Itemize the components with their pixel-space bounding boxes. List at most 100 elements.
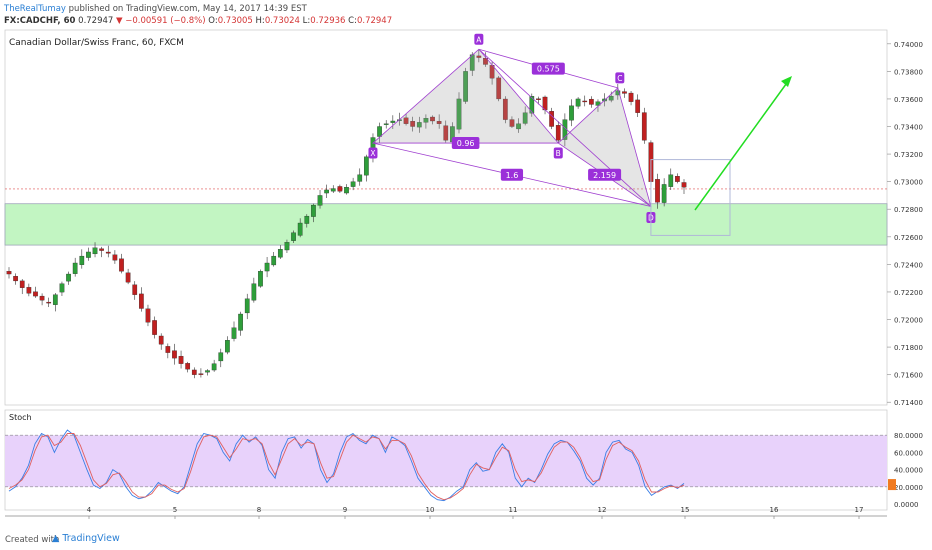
candle-body <box>311 204 316 217</box>
candle-body <box>284 242 290 251</box>
candle-body <box>403 117 409 124</box>
candle-body <box>436 121 442 124</box>
candle-body <box>52 294 58 305</box>
candle-body <box>330 188 336 192</box>
candle-body <box>198 373 204 375</box>
time-tick-label: 9 <box>343 506 347 514</box>
candle-body <box>304 215 310 224</box>
candle-body <box>125 272 131 283</box>
time-tick-label: 15 <box>681 506 690 514</box>
last-price: 0.72947 <box>78 16 114 26</box>
price-tick-label: 0.74000 <box>894 41 923 49</box>
price-tick-label: 0.71600 <box>894 372 923 380</box>
price-tick-label: 0.71800 <box>894 344 923 352</box>
candle-body <box>529 96 535 114</box>
candle-body <box>218 352 224 362</box>
candle-body <box>423 118 429 123</box>
candle-body <box>191 369 197 375</box>
symbol-label: FX:CADCHF, 60 <box>4 16 76 26</box>
candle-body <box>79 255 85 265</box>
candle-body <box>496 77 502 100</box>
candle-body <box>589 98 594 105</box>
candle-body <box>291 232 296 241</box>
candle-body <box>6 271 12 275</box>
candle-body <box>390 120 396 123</box>
pattern-point-label: C <box>617 74 622 83</box>
created-with-label: Created with <box>5 535 60 545</box>
candle-body <box>509 119 515 127</box>
price-tick-label: 0.72600 <box>894 234 923 242</box>
candle-body <box>628 92 634 102</box>
stoch-d-line <box>8 433 685 501</box>
candle-body <box>622 91 627 94</box>
candle-body <box>172 350 177 359</box>
candle-body <box>549 111 554 127</box>
candle-body <box>297 222 303 236</box>
candle-body <box>264 262 270 272</box>
price-tick-label: 0.73400 <box>894 124 923 132</box>
candle-body <box>99 248 104 251</box>
candle-body <box>105 251 111 254</box>
candle-body <box>33 291 38 297</box>
candle-body <box>178 355 184 364</box>
price-change: ▼ −0.00591 (−0.8%) <box>116 16 206 26</box>
pattern-ratio-badge <box>500 168 524 181</box>
stoch-tick-label: 60.0000 <box>894 449 923 457</box>
footer: Created with ▲︎ TradingView <box>0 532 932 550</box>
candle-body <box>595 101 601 106</box>
chart-canvas[interactable]: Canadian Dollar/Swiss Franc, 60, FXCM 0.7… <box>0 0 932 532</box>
candle-body <box>483 58 488 65</box>
pattern-point-badge <box>615 72 625 84</box>
candle-body <box>582 100 588 103</box>
tradingview-logo[interactable]: ▲︎ TradingView <box>52 533 120 544</box>
candle-body <box>139 293 144 309</box>
pattern-ratio-badge <box>451 137 480 150</box>
author-link[interactable]: TheRealTumay <box>4 4 66 14</box>
pattern-point-label: X <box>370 149 375 158</box>
pattern-point-badge <box>368 147 378 159</box>
pattern-ratio-label: 2.159 <box>593 171 616 180</box>
candle-body <box>112 254 118 261</box>
candle-body <box>555 125 561 141</box>
candle-body <box>185 363 191 370</box>
candle-body <box>655 179 660 203</box>
pattern-point-badge <box>474 33 484 45</box>
price-tick-label: 0.72200 <box>894 289 923 297</box>
candle-body <box>244 298 250 314</box>
candle-body <box>357 174 363 182</box>
candle-body <box>86 251 91 258</box>
candle-body <box>152 320 157 335</box>
candle-body <box>211 363 217 371</box>
pattern-ratio-label: 0.96 <box>457 139 475 148</box>
stoch-value-marker <box>888 479 896 491</box>
bullish-arrow-line <box>694 79 790 211</box>
candle-body <box>569 105 574 121</box>
candle-body <box>158 335 164 345</box>
candle-body <box>668 174 674 187</box>
open-value: 0.73005 <box>217 16 253 26</box>
candle-body <box>661 184 667 203</box>
demand-zone <box>4 203 888 246</box>
price-tick-label: 0.71400 <box>894 399 923 407</box>
candle-body <box>238 313 243 331</box>
pattern-ad-line <box>478 49 652 207</box>
candle-body <box>364 156 369 176</box>
time-tick-label: 16 <box>770 506 779 514</box>
candle-body <box>410 120 416 127</box>
candle-body <box>416 122 422 128</box>
candle-body <box>119 258 124 272</box>
pattern-ratio-badge <box>588 168 622 181</box>
candle-body <box>463 71 468 102</box>
candle-body <box>225 340 230 353</box>
candle-body <box>251 283 257 301</box>
candle-body <box>66 273 71 282</box>
candle-body <box>337 186 343 192</box>
price-tick-label: 0.72000 <box>894 317 923 325</box>
time-tick-label: 11 <box>509 506 518 514</box>
candle-body <box>675 176 680 182</box>
pattern-point-badge <box>553 147 563 159</box>
close-value: 0.72947 <box>356 16 393 26</box>
stoch-tick-label: 80.0000 <box>894 432 923 440</box>
candle-body <box>443 125 449 141</box>
candle-body <box>13 275 18 282</box>
